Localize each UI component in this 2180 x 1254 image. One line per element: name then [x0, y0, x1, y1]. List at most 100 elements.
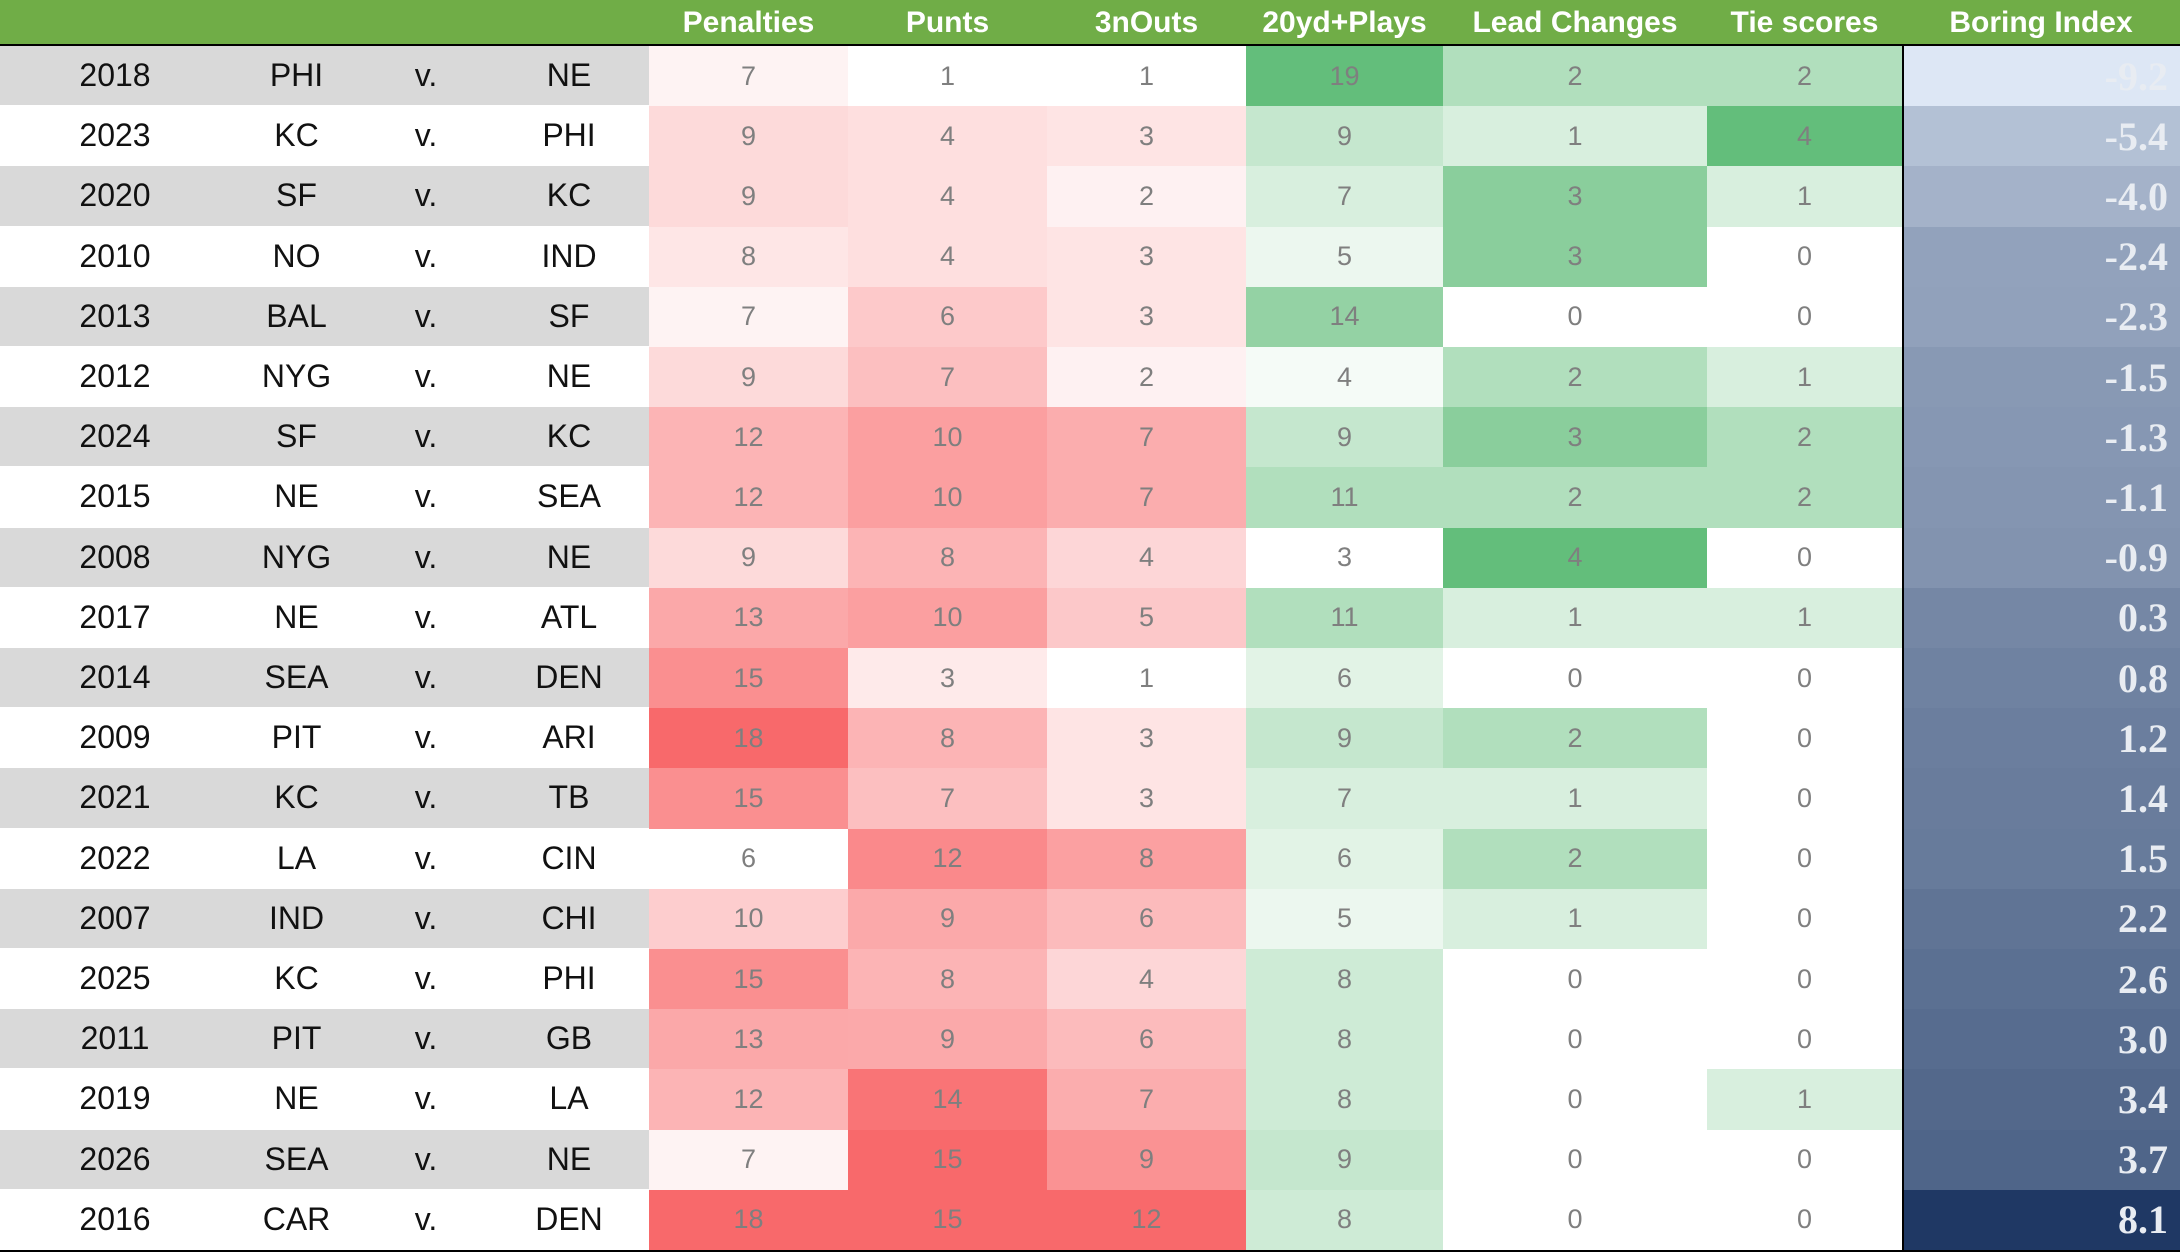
versus: v. [363, 1189, 489, 1250]
stat-cell: 1 [1443, 768, 1707, 829]
stat-cell: 9 [649, 527, 848, 588]
stat-cell: 18 [649, 1189, 848, 1250]
versus: v. [363, 1129, 489, 1190]
team: TB [489, 768, 649, 829]
versus: v. [363, 106, 489, 167]
stat-cell: 9 [848, 888, 1047, 949]
stat-cell: 9 [1246, 1129, 1443, 1190]
stat-cell: 13 [649, 1009, 848, 1070]
team: SF [230, 407, 363, 468]
stat-cell: 0 [1443, 949, 1707, 1010]
stat-cell: 18 [649, 708, 848, 769]
stat-cell: 2 [1443, 46, 1707, 107]
stat-cell: 7 [848, 768, 1047, 829]
stat-cell: 0 [1707, 708, 1902, 769]
versus: v. [363, 648, 489, 709]
stat-cell: 10 [848, 467, 1047, 528]
stat-cell: 0 [1707, 1009, 1902, 1070]
stat-cell: 13 [649, 587, 848, 648]
stat-cell: 12 [649, 407, 848, 468]
boring-index: -1.5 [1902, 347, 2180, 408]
team: NE [230, 1069, 363, 1130]
stat-cell: 0 [1707, 226, 1902, 287]
year: 2023 [0, 106, 230, 167]
stat-cell: 3 [1047, 768, 1246, 829]
stat-cell: 7 [1047, 1069, 1246, 1130]
column-header: Lead Changes [1472, 6, 1678, 39]
versus: v. [363, 166, 489, 227]
versus: v. [363, 1069, 489, 1130]
year: 2007 [0, 888, 230, 949]
boring-index: 1.4 [1902, 768, 2180, 829]
stat-cell: 14 [1246, 286, 1443, 347]
versus: v. [363, 888, 489, 949]
boring-index: 0.8 [1902, 648, 2180, 709]
year: 2011 [0, 1009, 230, 1070]
team: NE [489, 46, 649, 107]
stat-cell: 14 [848, 1069, 1047, 1130]
team: SEA [489, 467, 649, 528]
stat-cell: 0 [1707, 768, 1902, 829]
stat-cell: 7 [1246, 166, 1443, 227]
stat-cell: 8 [1246, 949, 1443, 1010]
team: CAR [230, 1189, 363, 1250]
stat-cell: 12 [649, 1069, 848, 1130]
year: 2020 [0, 166, 230, 227]
year: 2013 [0, 286, 230, 347]
versus: v. [363, 46, 489, 107]
stat-cell: 6 [1047, 1009, 1246, 1070]
stat-cell: 2 [1707, 46, 1902, 107]
stat-cell: 3 [1246, 527, 1443, 588]
stat-cell: 9 [649, 166, 848, 227]
stat-cell: 4 [1707, 106, 1902, 167]
stat-cell: 8 [1246, 1069, 1443, 1130]
stat-cell: 1 [1443, 106, 1707, 167]
stat-cell: 4 [1246, 347, 1443, 408]
column-header: 3nOuts [1094, 6, 1199, 39]
stat-cell: 0 [1707, 949, 1902, 1010]
boring-index: -2.4 [1902, 226, 2180, 287]
stat-cell: 2 [1047, 347, 1246, 408]
stat-cell: 11 [1246, 587, 1443, 648]
team: SEA [230, 648, 363, 709]
team: PIT [230, 1009, 363, 1070]
boring-index: -5.4 [1902, 106, 2180, 167]
stat-cell: 9 [1246, 106, 1443, 167]
team: NO [230, 226, 363, 287]
stat-cell: 10 [649, 888, 848, 949]
stat-cell: 9 [649, 347, 848, 408]
stat-cell: 0 [1443, 648, 1707, 709]
boring-index: -9.2 [1902, 46, 2180, 107]
stat-cell: 5 [1246, 226, 1443, 287]
year: 2025 [0, 949, 230, 1010]
stat-cell: 8 [1246, 1009, 1443, 1070]
stat-cell: 2 [1443, 467, 1707, 528]
team: CIN [489, 828, 649, 889]
boring-index: 3.0 [1902, 1009, 2180, 1070]
column-header: Penalties [682, 6, 815, 39]
year: 2010 [0, 226, 230, 287]
team: IND [489, 226, 649, 287]
stat-cell: 0 [1707, 286, 1902, 347]
stat-cell: 3 [1047, 286, 1246, 347]
stat-cell: 0 [1443, 1129, 1707, 1190]
stat-cell: 5 [1246, 888, 1443, 949]
stat-cell: 7 [1246, 768, 1443, 829]
versus: v. [363, 527, 489, 588]
team: IND [230, 888, 363, 949]
stat-cell: 0 [1707, 1129, 1902, 1190]
year: 2016 [0, 1189, 230, 1250]
column-header: Punts [905, 6, 990, 39]
stat-cell: 8 [848, 708, 1047, 769]
table-bottom-line [0, 1250, 2180, 1252]
stat-cell: 1 [1707, 166, 1902, 227]
stat-cell: 0 [1707, 1189, 1902, 1250]
stat-cell: 0 [1707, 527, 1902, 588]
stat-cell: 7 [649, 286, 848, 347]
stat-cell: 9 [1246, 407, 1443, 468]
versus: v. [363, 587, 489, 648]
year: 2024 [0, 407, 230, 468]
stat-cell: 4 [848, 226, 1047, 287]
stat-cell: 7 [848, 347, 1047, 408]
stat-cell: 6 [1246, 828, 1443, 889]
